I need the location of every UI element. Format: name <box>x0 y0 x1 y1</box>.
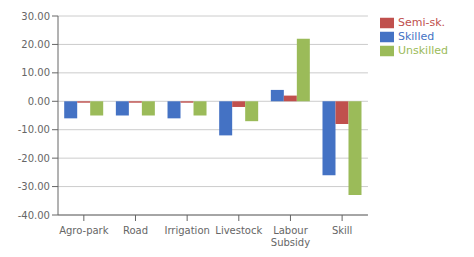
html-text:Semi-sk.: Semi-sk. <box>398 16 445 29</box>
svg-text:Livestock: Livestock <box>215 225 262 236</box>
html-text:Skilled: Skilled <box>398 30 435 43</box>
svg-text:0.00: 0.00 <box>28 96 50 107</box>
svg-text:Road: Road <box>123 225 148 236</box>
svg-text:Agro-park: Agro-park <box>59 225 109 236</box>
svg-text:LabourSubsidy: LabourSubsidy <box>271 225 310 248</box>
svg-text:30.00: 30.00 <box>21 11 50 22</box>
svg-text:Irrigation: Irrigation <box>164 225 209 236</box>
svg-text:10.00: 10.00 <box>21 67 50 78</box>
svg-text:Skill: Skill <box>332 225 352 236</box>
svg-text:20.00: 20.00 <box>21 39 50 50</box>
svg-text:-20.00: -20.00 <box>18 153 50 164</box>
svg-text:-40.00: -40.00 <box>18 210 50 221</box>
svg-text:-30.00: -30.00 <box>18 181 50 192</box>
svg-text:-10.00: -10.00 <box>18 124 50 135</box>
html-text:Unskilled: Unskilled <box>398 44 448 57</box>
